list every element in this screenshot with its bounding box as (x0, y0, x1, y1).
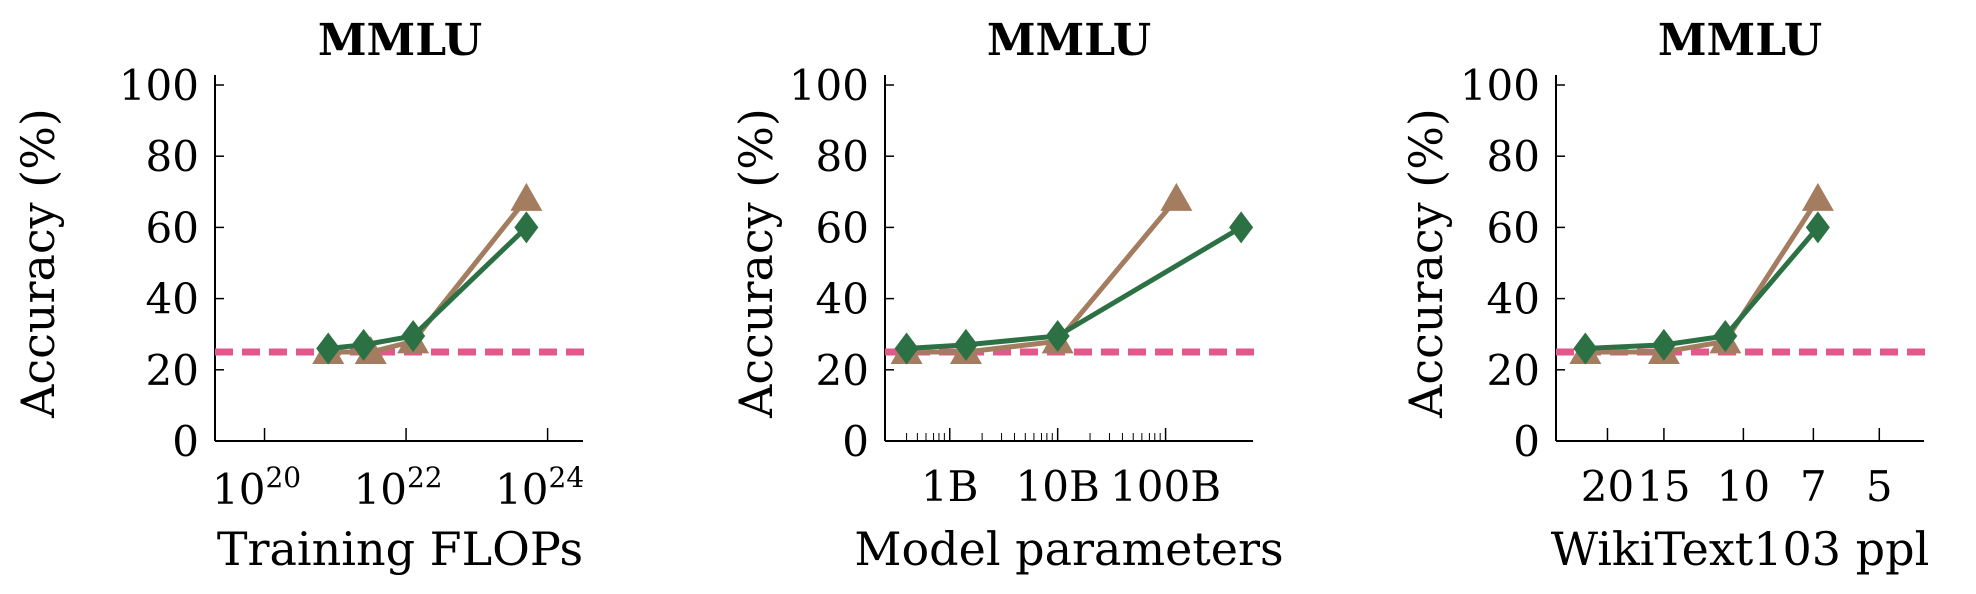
x-tick-label: 1020 (212, 461, 301, 514)
series-line-diamond (1585, 225, 1820, 351)
y-tick-label: 60 (146, 203, 199, 252)
y-axis-label: Accuracy (%) (729, 108, 783, 419)
y-tick-label: 60 (816, 203, 869, 252)
y-tick-label: 100 (1460, 61, 1540, 110)
y-tick-label: 80 (816, 132, 869, 181)
y-tick-label: 20 (816, 346, 869, 395)
x-tick-label: 1B (921, 462, 979, 511)
chart-title: MMLU (318, 15, 482, 66)
y-tick-label: 40 (146, 275, 199, 324)
y-axis-label: Accuracy (%) (11, 108, 65, 419)
y-axis-label: Accuracy (%) (1399, 108, 1453, 419)
diamond-marker (1805, 211, 1830, 244)
y-tick-label: 100 (119, 61, 199, 110)
x-tick-label: 100B (1110, 462, 1221, 511)
diamond-marker (894, 332, 919, 365)
x-tick-exponent: 24 (549, 461, 585, 494)
y-tick-label: 40 (1487, 275, 1540, 324)
y-tick-label: 0 (842, 417, 869, 466)
triangle-marker (1801, 182, 1834, 211)
x-axis-label: Model parameters (854, 522, 1283, 576)
y-tick-label: 80 (1487, 132, 1540, 181)
x-tick-exponent: 22 (407, 461, 443, 494)
y-tick-label: 80 (146, 132, 199, 181)
x-tick-label: 20 (1581, 462, 1634, 511)
diamond-marker (1573, 332, 1598, 365)
chart-panel-2: MMLU 0 20 40 60 80 100 1B 10B 100B Model parameter… (729, 15, 1284, 576)
y-tick-label: 20 (146, 346, 199, 395)
y-tick-label: 100 (789, 61, 869, 110)
y-tick-label: 0 (1513, 417, 1540, 466)
diamond-marker (1045, 319, 1070, 352)
series-line-diamond (327, 225, 529, 351)
series-line-triangle (1585, 197, 1820, 355)
chart-title: MMLU (1658, 15, 1822, 66)
series-line-triangle (906, 197, 1179, 355)
diamond-marker (316, 332, 341, 365)
y-tick-label: 20 (1487, 346, 1540, 395)
x-tick-label: 7 (1800, 462, 1827, 511)
chart-title: MMLU (987, 15, 1151, 66)
x-tick-exponent: 20 (265, 461, 301, 494)
series-line-diamond (906, 225, 1243, 351)
y-tick-label: 40 (816, 275, 869, 324)
x-tick-base: 10 (495, 465, 548, 514)
triangle-marker (510, 182, 543, 211)
diamond-marker (351, 328, 376, 361)
x-axis-label: WikiText103 ppl (1551, 522, 1930, 576)
diamond-marker (1229, 211, 1254, 244)
series-line-triangle (328, 197, 529, 355)
y-tick-label: 0 (172, 417, 199, 466)
x-tick-label: 10B (1016, 462, 1100, 511)
x-tick-base: 10 (212, 465, 265, 514)
diamond-marker (953, 328, 978, 361)
diamond-marker (514, 211, 539, 244)
y-tick-label: 60 (1487, 203, 1540, 252)
x-tick-label: 1022 (354, 461, 443, 514)
diamond-marker (1651, 328, 1676, 361)
x-tick-base: 10 (354, 465, 407, 514)
diamond-marker (1713, 319, 1738, 352)
x-tick-label: 15 (1637, 462, 1690, 511)
x-tick-label: 10 (1717, 462, 1770, 511)
triangle-marker (1160, 182, 1193, 211)
x-tick-label: 5 (1866, 462, 1893, 511)
diamond-marker (401, 319, 426, 352)
x-axis-label: Training FLOPs (217, 522, 583, 576)
x-tick-label: 1024 (495, 461, 584, 514)
